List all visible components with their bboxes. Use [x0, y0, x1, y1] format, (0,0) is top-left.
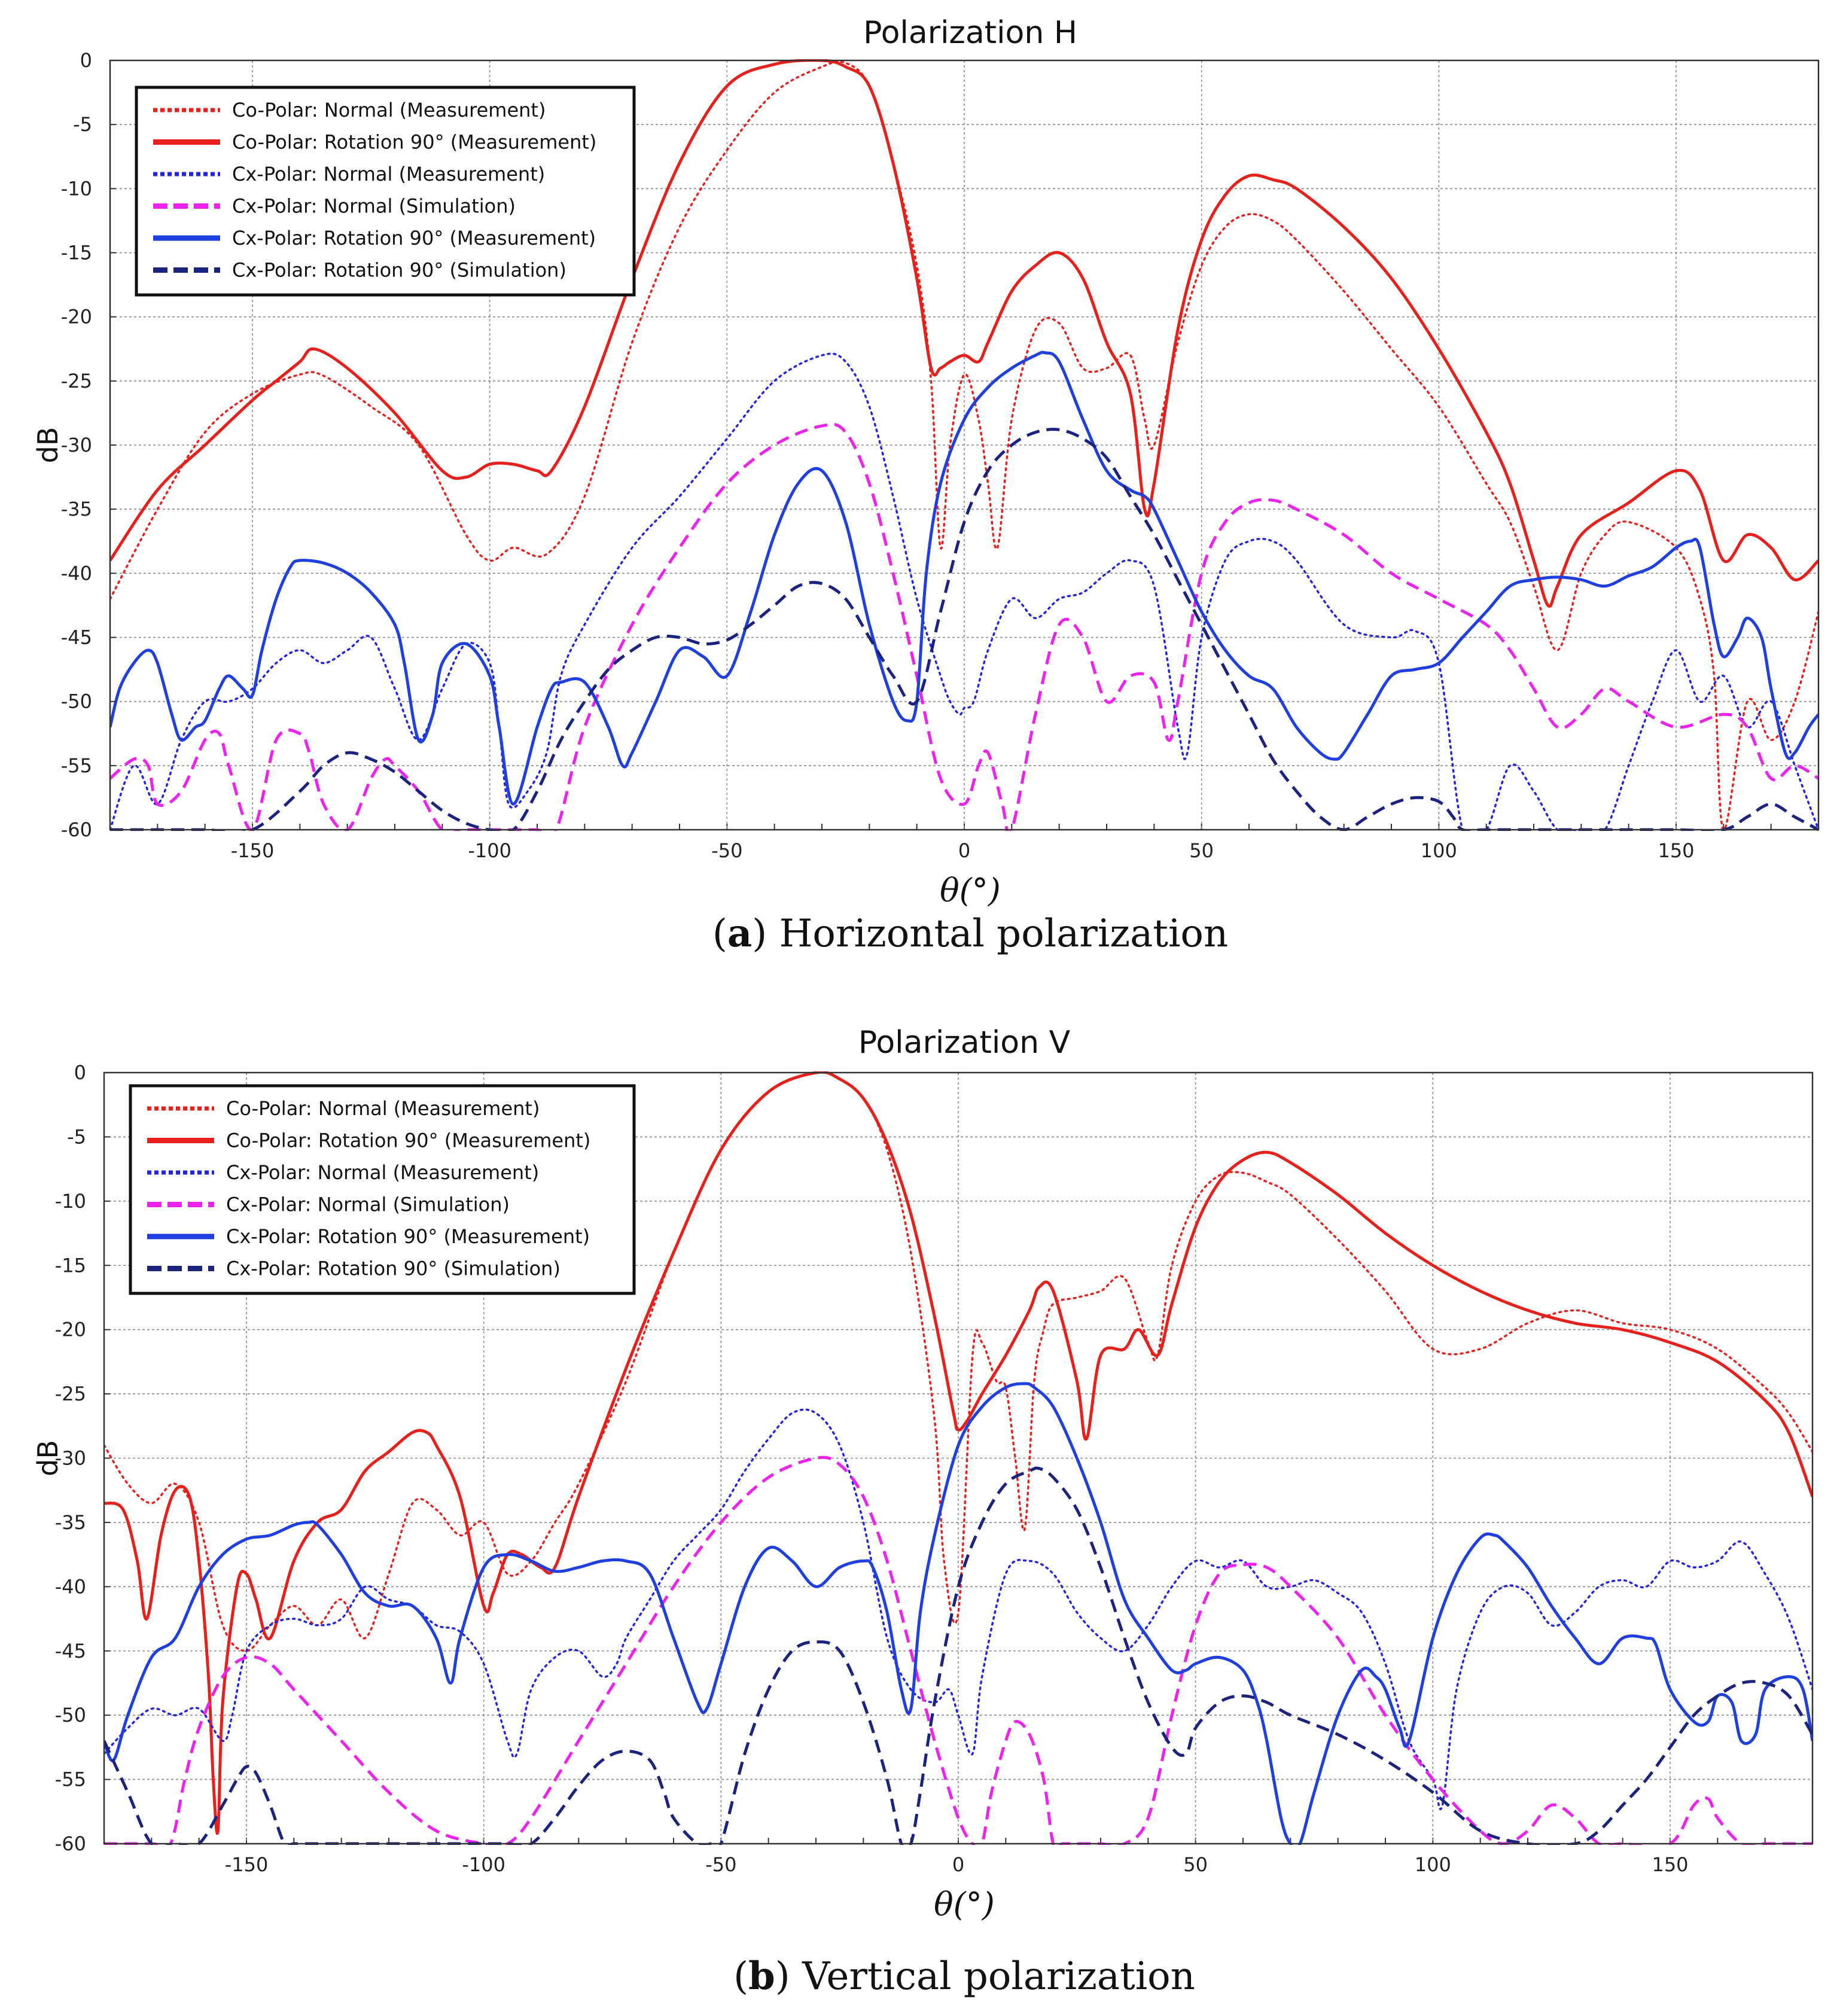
series-line-co-polar-normal-measurement: [104, 1071, 1813, 1652]
y-tick-label: -60: [55, 1832, 86, 1855]
x-tick-label: 0: [952, 1853, 964, 1876]
legend-label: Co-Polar: Rotation 90° (Measurement): [232, 131, 596, 154]
x-tick-label: -50: [711, 839, 742, 862]
chart-title: Polarization H: [863, 15, 1077, 51]
legend-box: [129, 1084, 636, 1295]
caption-paren-open: (: [712, 912, 727, 956]
legend-label: Cx-Polar: Rotation 90° (Simulation): [226, 1257, 560, 1280]
y-tick-label: -10: [55, 1190, 86, 1213]
x-tick-label: 150: [1658, 839, 1694, 862]
chart-title: Polarization V: [858, 1025, 1071, 1061]
series-line-co-polar-normal-measurement: [110, 60, 1818, 831]
y-tick-label: -35: [61, 498, 92, 520]
legend-label: Cx-Polar: Rotation 90° (Measurement): [232, 227, 596, 249]
legend-box: [135, 86, 636, 297]
x-tick-label: 50: [1183, 1853, 1208, 1876]
caption-label: a: [727, 911, 752, 956]
y-tick-label: -30: [55, 1447, 86, 1470]
y-tick-label: -5: [67, 1125, 86, 1148]
caption-text: Horizontal polarization: [779, 912, 1229, 956]
y-tick-label: -50: [61, 690, 92, 713]
caption-text: Vertical polarization: [802, 1954, 1195, 1999]
x-tick-label: 0: [958, 839, 970, 862]
series-line-co-polar-rotation-90-measurement: [110, 59, 1818, 608]
series-line-cx-polar-rotation-90-measurement: [110, 351, 1818, 806]
x-tick-label: -150: [231, 839, 275, 862]
x-axis-label: θ(°): [934, 1886, 995, 1923]
series-line-co-polar-rotation-90-measurement: [104, 1071, 1813, 1835]
chart-vertical-polarization: 0 -5 -10 -15 -20 -25 -30 -35 -40 -45 -50 -55 -60 -150…: [32, 1025, 1814, 1999]
x-tick-label: -50: [705, 1853, 736, 1876]
y-tick-label: -55: [61, 754, 92, 777]
y-tick-label: -45: [55, 1640, 86, 1662]
legend-label: Cx-Polar: Normal (Measurement): [226, 1161, 539, 1184]
y-tick-label: -25: [55, 1382, 86, 1405]
y-tick-label: 0: [80, 49, 92, 72]
caption-label: b: [748, 1954, 775, 1999]
y-tick-label: -45: [61, 626, 92, 649]
legend-label: Co-Polar: Normal (Measurement): [232, 99, 546, 121]
series-line-cx-polar-rotation-90-simulation: [110, 428, 1818, 831]
y-tick-label: -60: [61, 818, 92, 841]
y-tick-label: -55: [55, 1768, 86, 1791]
caption-paren-close: ): [775, 1954, 802, 1999]
x-axis-label: θ(°): [940, 872, 1001, 909]
legend-label: Co-Polar: Normal (Measurement): [226, 1097, 540, 1120]
y-tick-label: -10: [61, 177, 92, 200]
caption-paren-close: ): [752, 912, 779, 956]
legend: Co-Polar: Normal (Measurement) Co-Polar: …: [129, 1084, 636, 1295]
x-tick-label: -150: [225, 1853, 269, 1876]
x-tick-label: -100: [468, 839, 511, 862]
x-tick-label: -100: [462, 1853, 505, 1876]
y-tick-label: -20: [61, 306, 92, 328]
x-tick-label: 50: [1189, 839, 1214, 862]
y-tick-label: -35: [55, 1511, 86, 1534]
y-tick-label: -30: [61, 434, 92, 456]
legend: Co-Polar: Normal (Measurement) Co-Polar: …: [135, 86, 636, 297]
legend-label: Cx-Polar: Rotation 90° (Simulation): [232, 259, 566, 282]
y-tick-label: -20: [55, 1318, 86, 1341]
y-tick-label: 0: [74, 1061, 86, 1084]
legend-label: Cx-Polar: Normal (Measurement): [232, 163, 545, 185]
caption-paren-open: (: [733, 1954, 748, 1999]
series-line-cx-polar-normal-simulation: [110, 422, 1818, 831]
series-line-cx-polar-rotation-90-measurement: [104, 1382, 1813, 1845]
y-tick-label: -25: [61, 370, 92, 392]
y-axis-label: dB: [32, 427, 64, 464]
legend-label: Cx-Polar: Rotation 90° (Measurement): [226, 1225, 590, 1248]
y-tick-label: -15: [55, 1254, 86, 1277]
y-tick-label: -40: [55, 1575, 86, 1598]
y-tick-label: -50: [55, 1704, 86, 1726]
x-tick-label: 100: [1415, 1853, 1451, 1876]
legend-label: Cx-Polar: Normal (Simulation): [232, 195, 516, 218]
figure-caption: (a) Horizontal polarization: [712, 911, 1228, 956]
legend-label: Co-Polar: Rotation 90° (Measurement): [226, 1129, 590, 1152]
x-tick-label: 100: [1421, 839, 1457, 862]
y-tick-label: -5: [73, 113, 92, 136]
figure-caption: (b) Vertical polarization: [733, 1954, 1195, 1999]
y-tick-label: -15: [61, 242, 92, 264]
x-tick-label: 150: [1652, 1853, 1688, 1876]
legend-label: Cx-Polar: Normal (Simulation): [226, 1193, 510, 1216]
y-tick-label: -40: [61, 562, 92, 584]
chart-horizontal-polarization: 0 -5 -10 -15 -20 -25 -30 -35 -40 -45 -50 -55 -60 -150…: [32, 15, 1820, 956]
y-axis-label: dB: [32, 1440, 64, 1476]
